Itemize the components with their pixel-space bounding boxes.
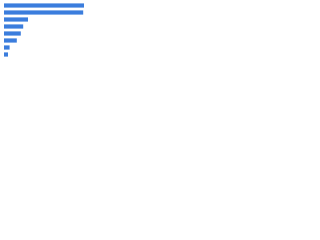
bar <box>4 24 24 29</box>
bar <box>4 45 10 50</box>
bar <box>4 31 21 36</box>
bar <box>4 38 17 43</box>
bar <box>4 3 84 8</box>
bar <box>4 10 84 15</box>
chart <box>4 3 84 57</box>
bar <box>4 17 28 22</box>
bar <box>4 52 8 57</box>
page: {"chart_data": {"type": "barh", "categor… <box>0 0 100 71</box>
